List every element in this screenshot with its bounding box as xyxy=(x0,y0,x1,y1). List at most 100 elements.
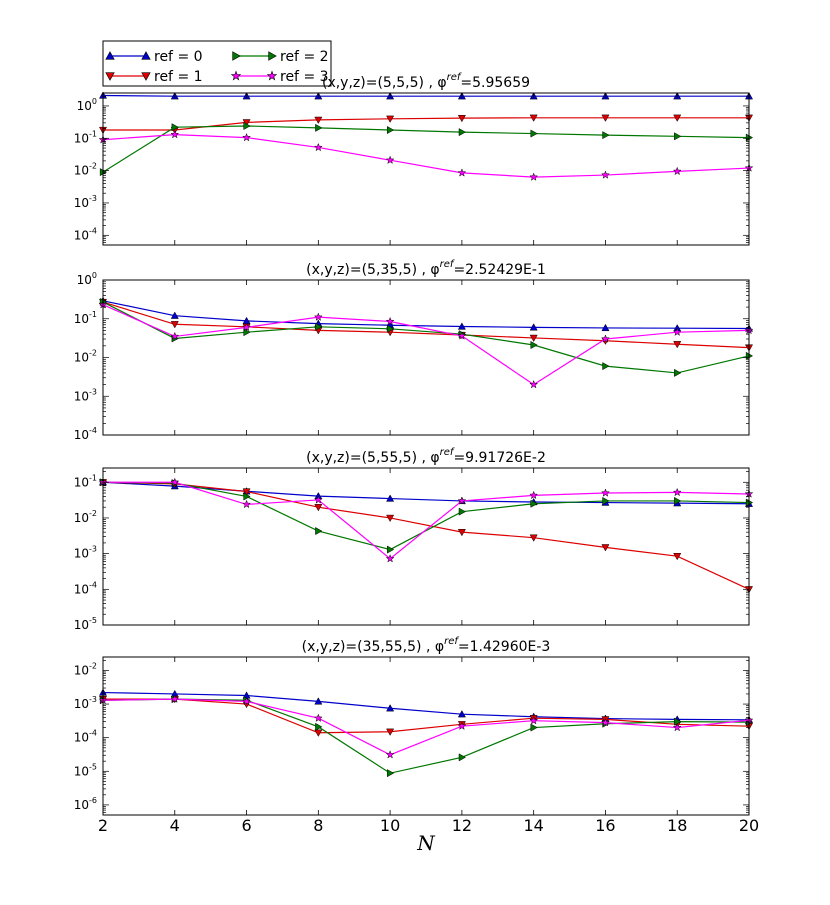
y-tick-label: 10-1 xyxy=(74,129,97,145)
y-tick-label: 10-4 xyxy=(74,226,97,242)
y-tick-label: 10-3 xyxy=(74,695,97,711)
data-point xyxy=(242,499,252,509)
data-point xyxy=(171,123,179,132)
legend-label: ref = 1 xyxy=(154,69,203,85)
y-tick-base: 10 xyxy=(74,582,89,596)
panel-title: (x,y,z)=(5,35,5) , φref=2.52429E-1 xyxy=(306,259,546,278)
y-tick-exp: -1 xyxy=(89,310,97,319)
data-point xyxy=(602,362,610,371)
legend-marker xyxy=(230,70,242,81)
x-tick-label: 20 xyxy=(739,816,759,835)
legend-box xyxy=(102,40,332,87)
y-tick-base: 10 xyxy=(74,131,89,145)
data-point xyxy=(458,507,467,516)
data-point xyxy=(529,172,539,181)
y-tick-exp: -2 xyxy=(89,509,97,518)
y-tick-base: 10 xyxy=(74,428,89,442)
data-point xyxy=(529,716,539,725)
data-point xyxy=(674,368,682,377)
data-point xyxy=(315,722,323,731)
x-axis: 2 4 6 8 10 12 14 16 18 20 N xyxy=(98,816,759,855)
data-point xyxy=(674,496,682,505)
y-tick-label: 10-1 xyxy=(74,310,97,326)
legend: ref = 0 ref = 1 ref = 2 ref = 3 xyxy=(102,40,332,87)
legend-label: ref = 0 xyxy=(154,49,203,65)
y-tick-label: 10-5 xyxy=(74,616,97,632)
y-tick-exp: -4 xyxy=(89,226,97,235)
data-point xyxy=(313,312,323,321)
data-point xyxy=(386,324,395,333)
data-point xyxy=(170,129,180,139)
y-tick-label: 10-5 xyxy=(74,762,97,778)
legend-entry: ref = 1 xyxy=(105,69,203,85)
data-point xyxy=(672,487,682,497)
panel-title: (x,y,z)=(5,55,5) , φref=9.91726E-2 xyxy=(306,447,546,466)
series-line xyxy=(102,481,750,505)
data-point xyxy=(243,121,251,131)
data-point xyxy=(673,553,682,561)
data-point xyxy=(457,114,466,123)
y-tick-base: 10 xyxy=(74,731,89,745)
data-point xyxy=(601,544,610,552)
data-point xyxy=(314,116,323,125)
data-point xyxy=(530,129,538,138)
data-point xyxy=(457,331,467,340)
data-point xyxy=(385,155,395,164)
y-tick-label: 10-2 xyxy=(74,661,97,677)
data-point xyxy=(600,334,610,343)
data-point xyxy=(600,170,610,179)
data-point xyxy=(457,710,466,718)
series-line xyxy=(102,133,750,178)
x-tick-label: 4 xyxy=(170,816,180,835)
legend-marker xyxy=(266,70,278,81)
legend-entry: ref = 3 xyxy=(230,69,329,85)
panel-4: (x,y,z)=(35,55,5) , φref=1.42960E-310-61… xyxy=(74,636,754,816)
y-tick-exp: -6 xyxy=(89,796,97,805)
x-tick-label: 14 xyxy=(523,816,543,835)
data-point xyxy=(458,753,467,762)
panel-2: (x,y,z)=(5,35,5) , φref=2.52429E-1 10-4 10… xyxy=(74,259,754,442)
x-tick-label: 6 xyxy=(241,816,251,835)
data-point xyxy=(314,504,323,512)
panel-title-value: =1.42960E-3 xyxy=(458,639,550,655)
legend-marker xyxy=(105,72,115,81)
x-tick-label: 8 xyxy=(313,816,323,835)
legend-marker xyxy=(141,72,151,81)
data-point xyxy=(672,166,682,176)
data-point xyxy=(386,769,395,778)
data-point xyxy=(385,554,395,563)
y-tick-exp: -2 xyxy=(89,162,97,171)
data-point xyxy=(458,128,467,137)
data-point xyxy=(386,704,395,712)
series-group xyxy=(98,296,754,389)
axes-frame xyxy=(102,656,750,816)
data-point xyxy=(529,114,538,122)
series-line xyxy=(103,698,750,734)
legend-entry: ref = 0 xyxy=(105,49,203,65)
panel-title-main: (x,y,z)=(5,35,5) , φ xyxy=(306,262,440,278)
series-line xyxy=(102,481,750,551)
data-point xyxy=(602,131,610,140)
axes-frame xyxy=(102,467,750,626)
y-tick-exp: -1 xyxy=(89,473,97,482)
data-point xyxy=(313,142,323,152)
panel-title-sup: ref xyxy=(440,447,455,458)
series-line xyxy=(102,304,750,386)
y-tick-base: 10 xyxy=(77,99,92,113)
legend-entry: ref = 2 xyxy=(232,49,329,65)
series-line xyxy=(102,691,750,721)
series-line xyxy=(102,698,750,756)
data-point xyxy=(315,322,323,331)
data-point xyxy=(529,334,538,343)
data-point xyxy=(386,545,395,554)
data-point xyxy=(457,529,466,537)
y-tick-base: 10 xyxy=(74,618,89,632)
data-point xyxy=(601,114,610,122)
data-point xyxy=(386,115,395,123)
data-point xyxy=(170,321,179,329)
series-line xyxy=(102,698,750,774)
y-tick-exp: -4 xyxy=(89,426,97,435)
data-point xyxy=(313,495,323,504)
y-tick-exp: -5 xyxy=(89,762,97,771)
